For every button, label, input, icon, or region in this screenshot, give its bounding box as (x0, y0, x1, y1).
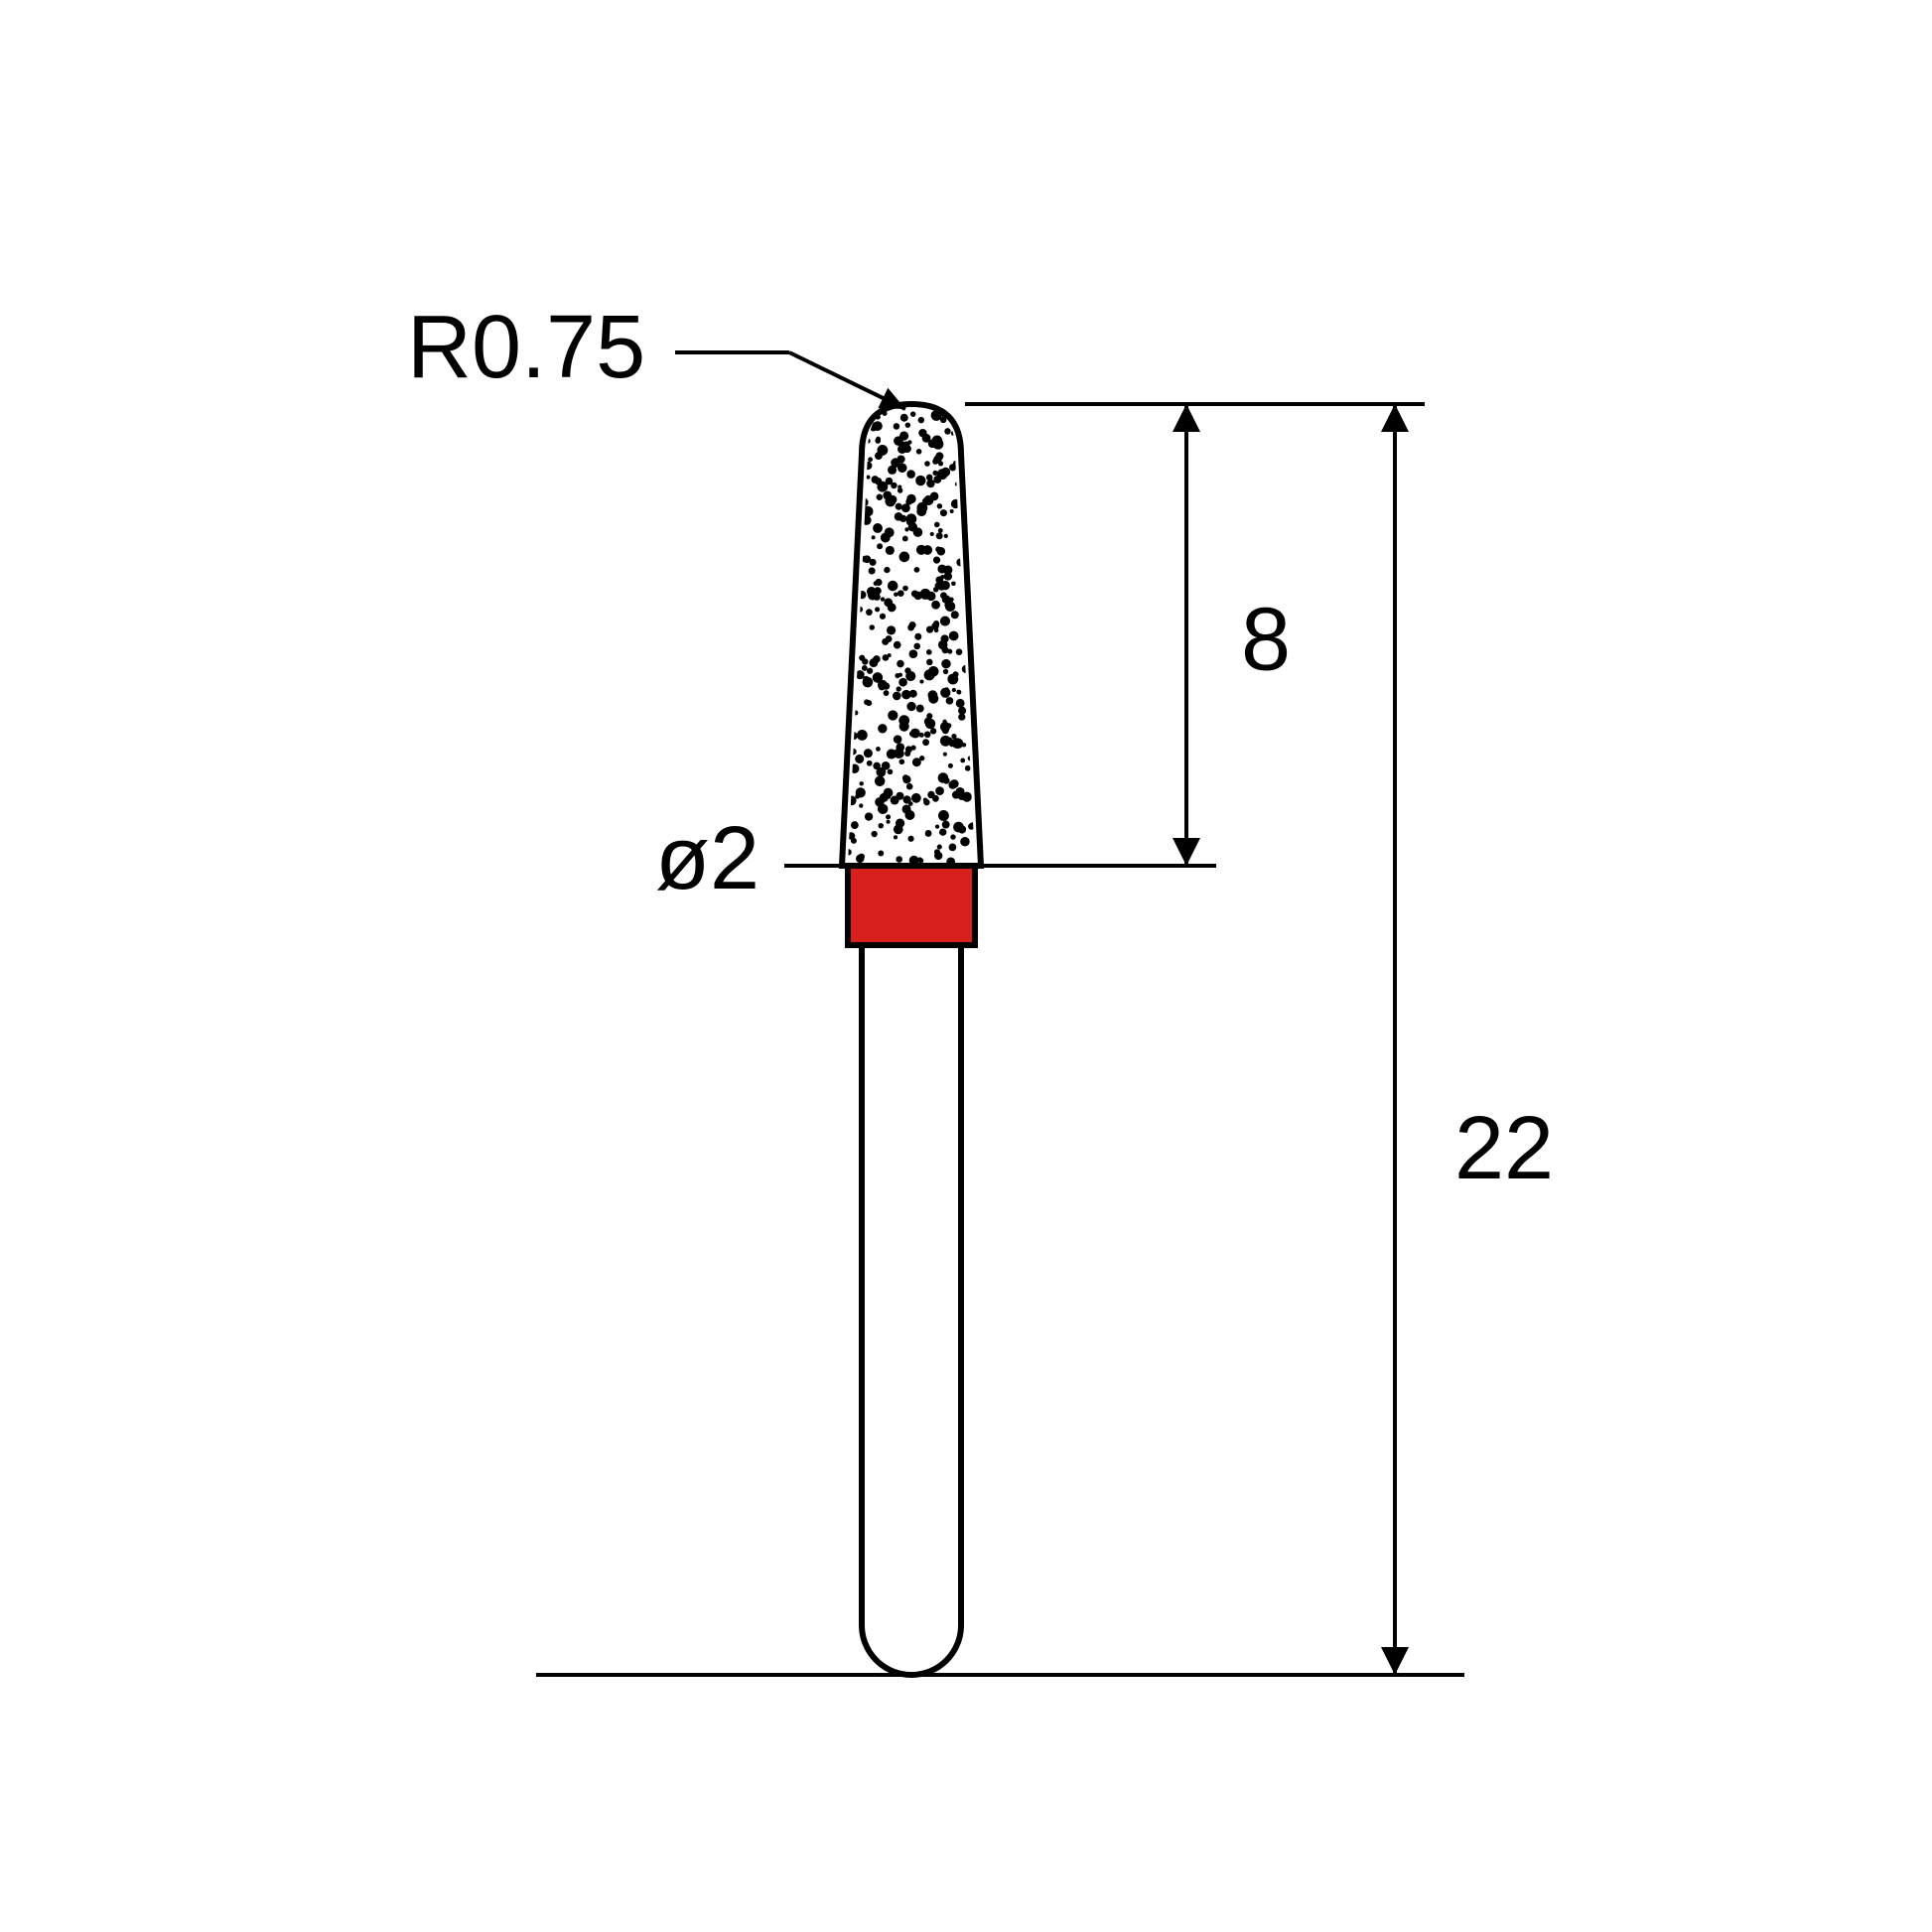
dim-label-diameter: ø2 (655, 809, 759, 908)
dim-label-radius: R0.75 (407, 298, 645, 397)
dim-label-head-length: 8 (1241, 591, 1291, 690)
color-band (848, 866, 975, 945)
bur-shaft (862, 945, 961, 1675)
dim-label-total-length: 22 (1454, 1099, 1554, 1198)
